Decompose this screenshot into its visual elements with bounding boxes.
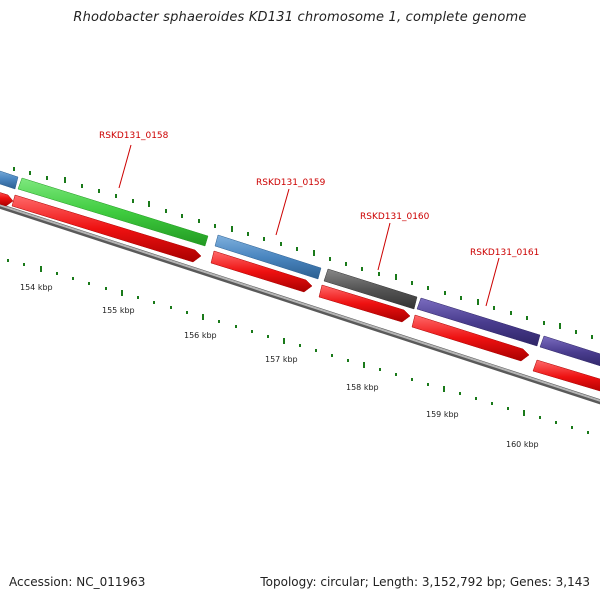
cds-arrow[interactable] <box>0 190 14 207</box>
gene-label-rskd131-0161[interactable]: RSKD131_0161 <box>470 248 539 258</box>
gene-rskd131-0160[interactable] <box>323 268 418 310</box>
cds-arrow[interactable] <box>318 284 411 323</box>
cds-arrow[interactable] <box>411 314 530 362</box>
accession-text: Accession: NC_011963 <box>9 575 146 589</box>
map-title: Rhodobacter sphaeroides KD131 chromosome… <box>73 10 527 25</box>
gene-label-rskd131-0160[interactable]: RSKD131_0160 <box>360 212 430 222</box>
leader-line <box>485 257 500 307</box>
scale-label: 158 kbp <box>346 383 379 392</box>
genome-backbone-highlight <box>0 204 600 402</box>
cds-arrow[interactable] <box>11 194 202 263</box>
gene-label-rskd131-0159[interactable]: RSKD131_0159 <box>256 178 326 188</box>
gene-rskd131-0158[interactable] <box>17 177 209 247</box>
scale-label: 156 kbp <box>184 331 217 340</box>
scale-label: 159 kbp <box>426 410 459 419</box>
cds-arrow[interactable] <box>532 359 600 394</box>
scale-label: 154 kbp <box>20 283 53 292</box>
gene-rskd131-0162[interactable] <box>539 335 600 368</box>
leader-line <box>118 144 132 189</box>
leader-line <box>275 188 290 236</box>
leader-line <box>377 222 391 271</box>
gene-rskd131-0157[interactable] <box>0 169 19 190</box>
gene-label-rskd131-0158[interactable]: RSKD131_0158 <box>99 131 169 141</box>
inner-tick-row <box>7 259 589 434</box>
gene-rskd131-0161[interactable] <box>416 297 541 347</box>
cds-track <box>0 190 600 394</box>
scale-labels: 154 kbp 155 kbp 156 kbp 157 kbp 158 kbp … <box>20 283 539 449</box>
scale-label: 157 kbp <box>265 355 298 364</box>
outer-tick-row <box>13 167 593 339</box>
gene-track <box>0 169 600 368</box>
scale-label: 155 kbp <box>102 306 135 315</box>
gene-rskd131-0159[interactable] <box>214 234 322 280</box>
scale-label: 160 kbp <box>506 440 539 449</box>
cds-arrow[interactable] <box>210 250 313 293</box>
genome-summary-text: Topology: circular; Length: 3,152,792 bp… <box>260 575 590 589</box>
gene-labels: RSKD131_0158 RSKD131_0159 RSKD131_0160 R… <box>99 131 539 307</box>
